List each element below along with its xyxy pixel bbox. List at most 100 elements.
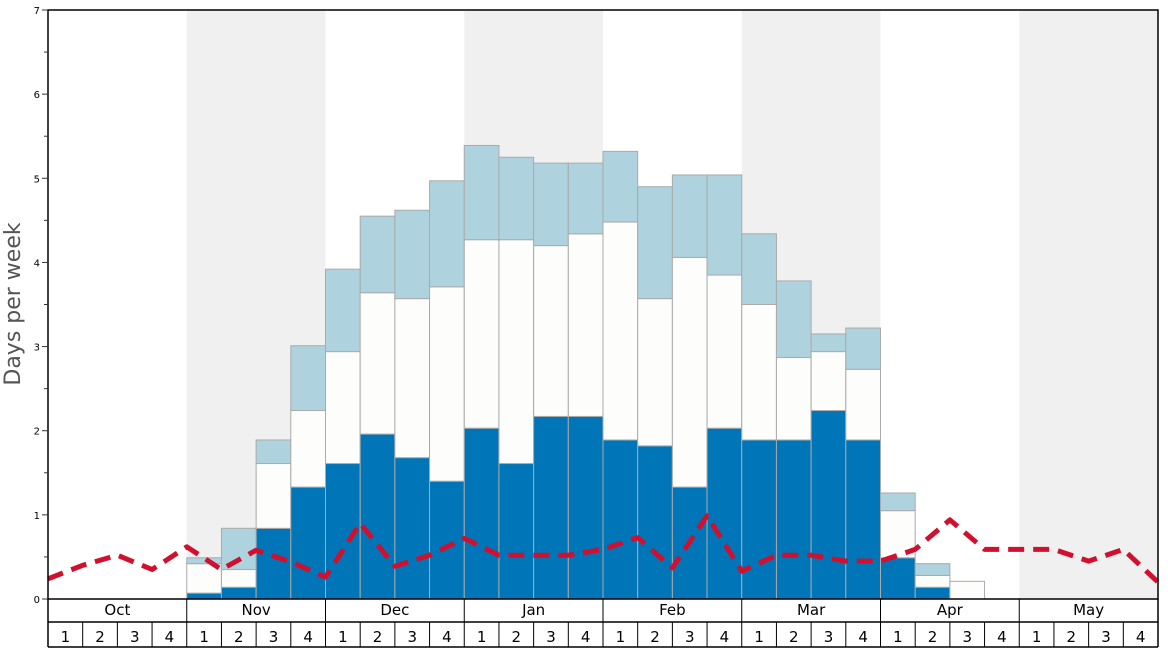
- month-label: Oct: [104, 601, 130, 619]
- week-label: 1: [199, 628, 209, 646]
- bar-light: [845, 327, 881, 370]
- week-label: 3: [269, 628, 279, 646]
- bar-light: [394, 209, 431, 300]
- bar-light: [775, 280, 812, 359]
- bar-light: [325, 268, 361, 353]
- y-tick-label: 0: [34, 595, 40, 606]
- axes: 0 1 2 3 4 5 6 7 Oct 1 2 3 4 Nov 1 2 3 4 Dec 1 2 3 4 Jan 1 2 3 4 Feb 1…: [34, 6, 1159, 648]
- bar-mid: [845, 368, 881, 441]
- week-label: 1: [1032, 628, 1042, 646]
- bar-dark: [255, 527, 292, 600]
- week-label: 3: [1101, 628, 1111, 646]
- bar-mid: [498, 239, 535, 465]
- bar-dark: [880, 557, 916, 600]
- month-label: Mar: [797, 601, 826, 619]
- y-tick-label: 7: [34, 6, 40, 17]
- week-label: 3: [546, 628, 556, 646]
- week-label: 4: [303, 628, 313, 646]
- bar-mid: [359, 292, 396, 435]
- bar-mid: [567, 233, 604, 417]
- month-shade-may: [1019, 10, 1158, 599]
- y-tick-label: 1: [34, 511, 40, 522]
- bar-light: [671, 174, 708, 258]
- bar-mid: [463, 239, 500, 429]
- week-label: 4: [581, 628, 591, 646]
- bar-light: [914, 563, 951, 576]
- y-tick-label: 4: [34, 258, 40, 269]
- bar-mid: [949, 580, 986, 600]
- month-label: Feb: [659, 601, 686, 619]
- month-label: Jan: [521, 601, 545, 619]
- y-tick-label: 5: [34, 174, 40, 185]
- week-label: 4: [720, 628, 730, 646]
- bar-dark: [533, 415, 569, 600]
- bar-light: [220, 527, 257, 571]
- bar-light: [567, 162, 604, 235]
- bar-mid: [394, 298, 431, 459]
- month-label: May: [1073, 601, 1104, 619]
- bar-light: [255, 439, 292, 465]
- week-label: 4: [997, 628, 1007, 646]
- week-label: 4: [1136, 628, 1146, 646]
- week-label: 3: [685, 628, 695, 646]
- week-label: 2: [928, 628, 938, 646]
- bar-light: [880, 492, 916, 512]
- bar-dark: [706, 427, 743, 600]
- bar-light: [463, 144, 500, 241]
- bar-mid: [671, 256, 708, 488]
- week-label: 3: [130, 628, 140, 646]
- week-label: 2: [789, 628, 799, 646]
- bar-dark: [602, 439, 639, 600]
- bar-light: [533, 162, 569, 247]
- week-label: 1: [616, 628, 626, 646]
- bar-light: [741, 233, 777, 306]
- month-label: Apr: [937, 601, 964, 619]
- bar-dark: [498, 463, 535, 600]
- week-label: 2: [1067, 628, 1077, 646]
- week-label: 1: [893, 628, 903, 646]
- week-label: 3: [824, 628, 834, 646]
- bar-light: [186, 557, 222, 565]
- month-label: Dec: [380, 601, 409, 619]
- bar-light: [602, 150, 639, 223]
- week-label: 4: [165, 628, 175, 646]
- bar-dark: [810, 410, 847, 600]
- bar-mid: [810, 351, 847, 412]
- bar-light: [429, 180, 465, 288]
- month-label: Nov: [241, 601, 270, 619]
- bar-light: [290, 345, 326, 412]
- bar-dark: [290, 486, 326, 600]
- bar-mid: [775, 357, 812, 441]
- week-label: 2: [512, 628, 522, 646]
- week-label: 2: [234, 628, 244, 646]
- bar-light: [706, 174, 743, 276]
- week-label: 3: [962, 628, 972, 646]
- week-label: 2: [650, 628, 660, 646]
- week-label: 1: [338, 628, 348, 646]
- bar-dark: [186, 592, 222, 600]
- bar-dark: [394, 457, 431, 600]
- week-label: 2: [95, 628, 105, 646]
- week-label: 2: [373, 628, 383, 646]
- bar-mid: [741, 304, 777, 441]
- bar-mid: [602, 221, 639, 441]
- bar-light: [637, 186, 673, 300]
- bar-series: [186, 144, 986, 600]
- week-label: 3: [407, 628, 417, 646]
- y-tick-label: 3: [34, 343, 40, 354]
- bar-dark: [429, 480, 465, 600]
- bar-dark: [463, 427, 500, 600]
- bar-mid: [914, 574, 951, 588]
- bar-mid: [533, 245, 569, 417]
- bar-mid: [290, 410, 326, 488]
- bar-dark: [845, 439, 881, 600]
- bar-light: [498, 156, 535, 241]
- y-tick-label: 2: [34, 427, 40, 438]
- bar-mid: [637, 298, 673, 447]
- bar-mid: [325, 351, 361, 465]
- week-label: 1: [477, 628, 487, 646]
- bar-mid: [255, 463, 292, 529]
- week-label: 1: [754, 628, 764, 646]
- bar-light: [810, 333, 847, 353]
